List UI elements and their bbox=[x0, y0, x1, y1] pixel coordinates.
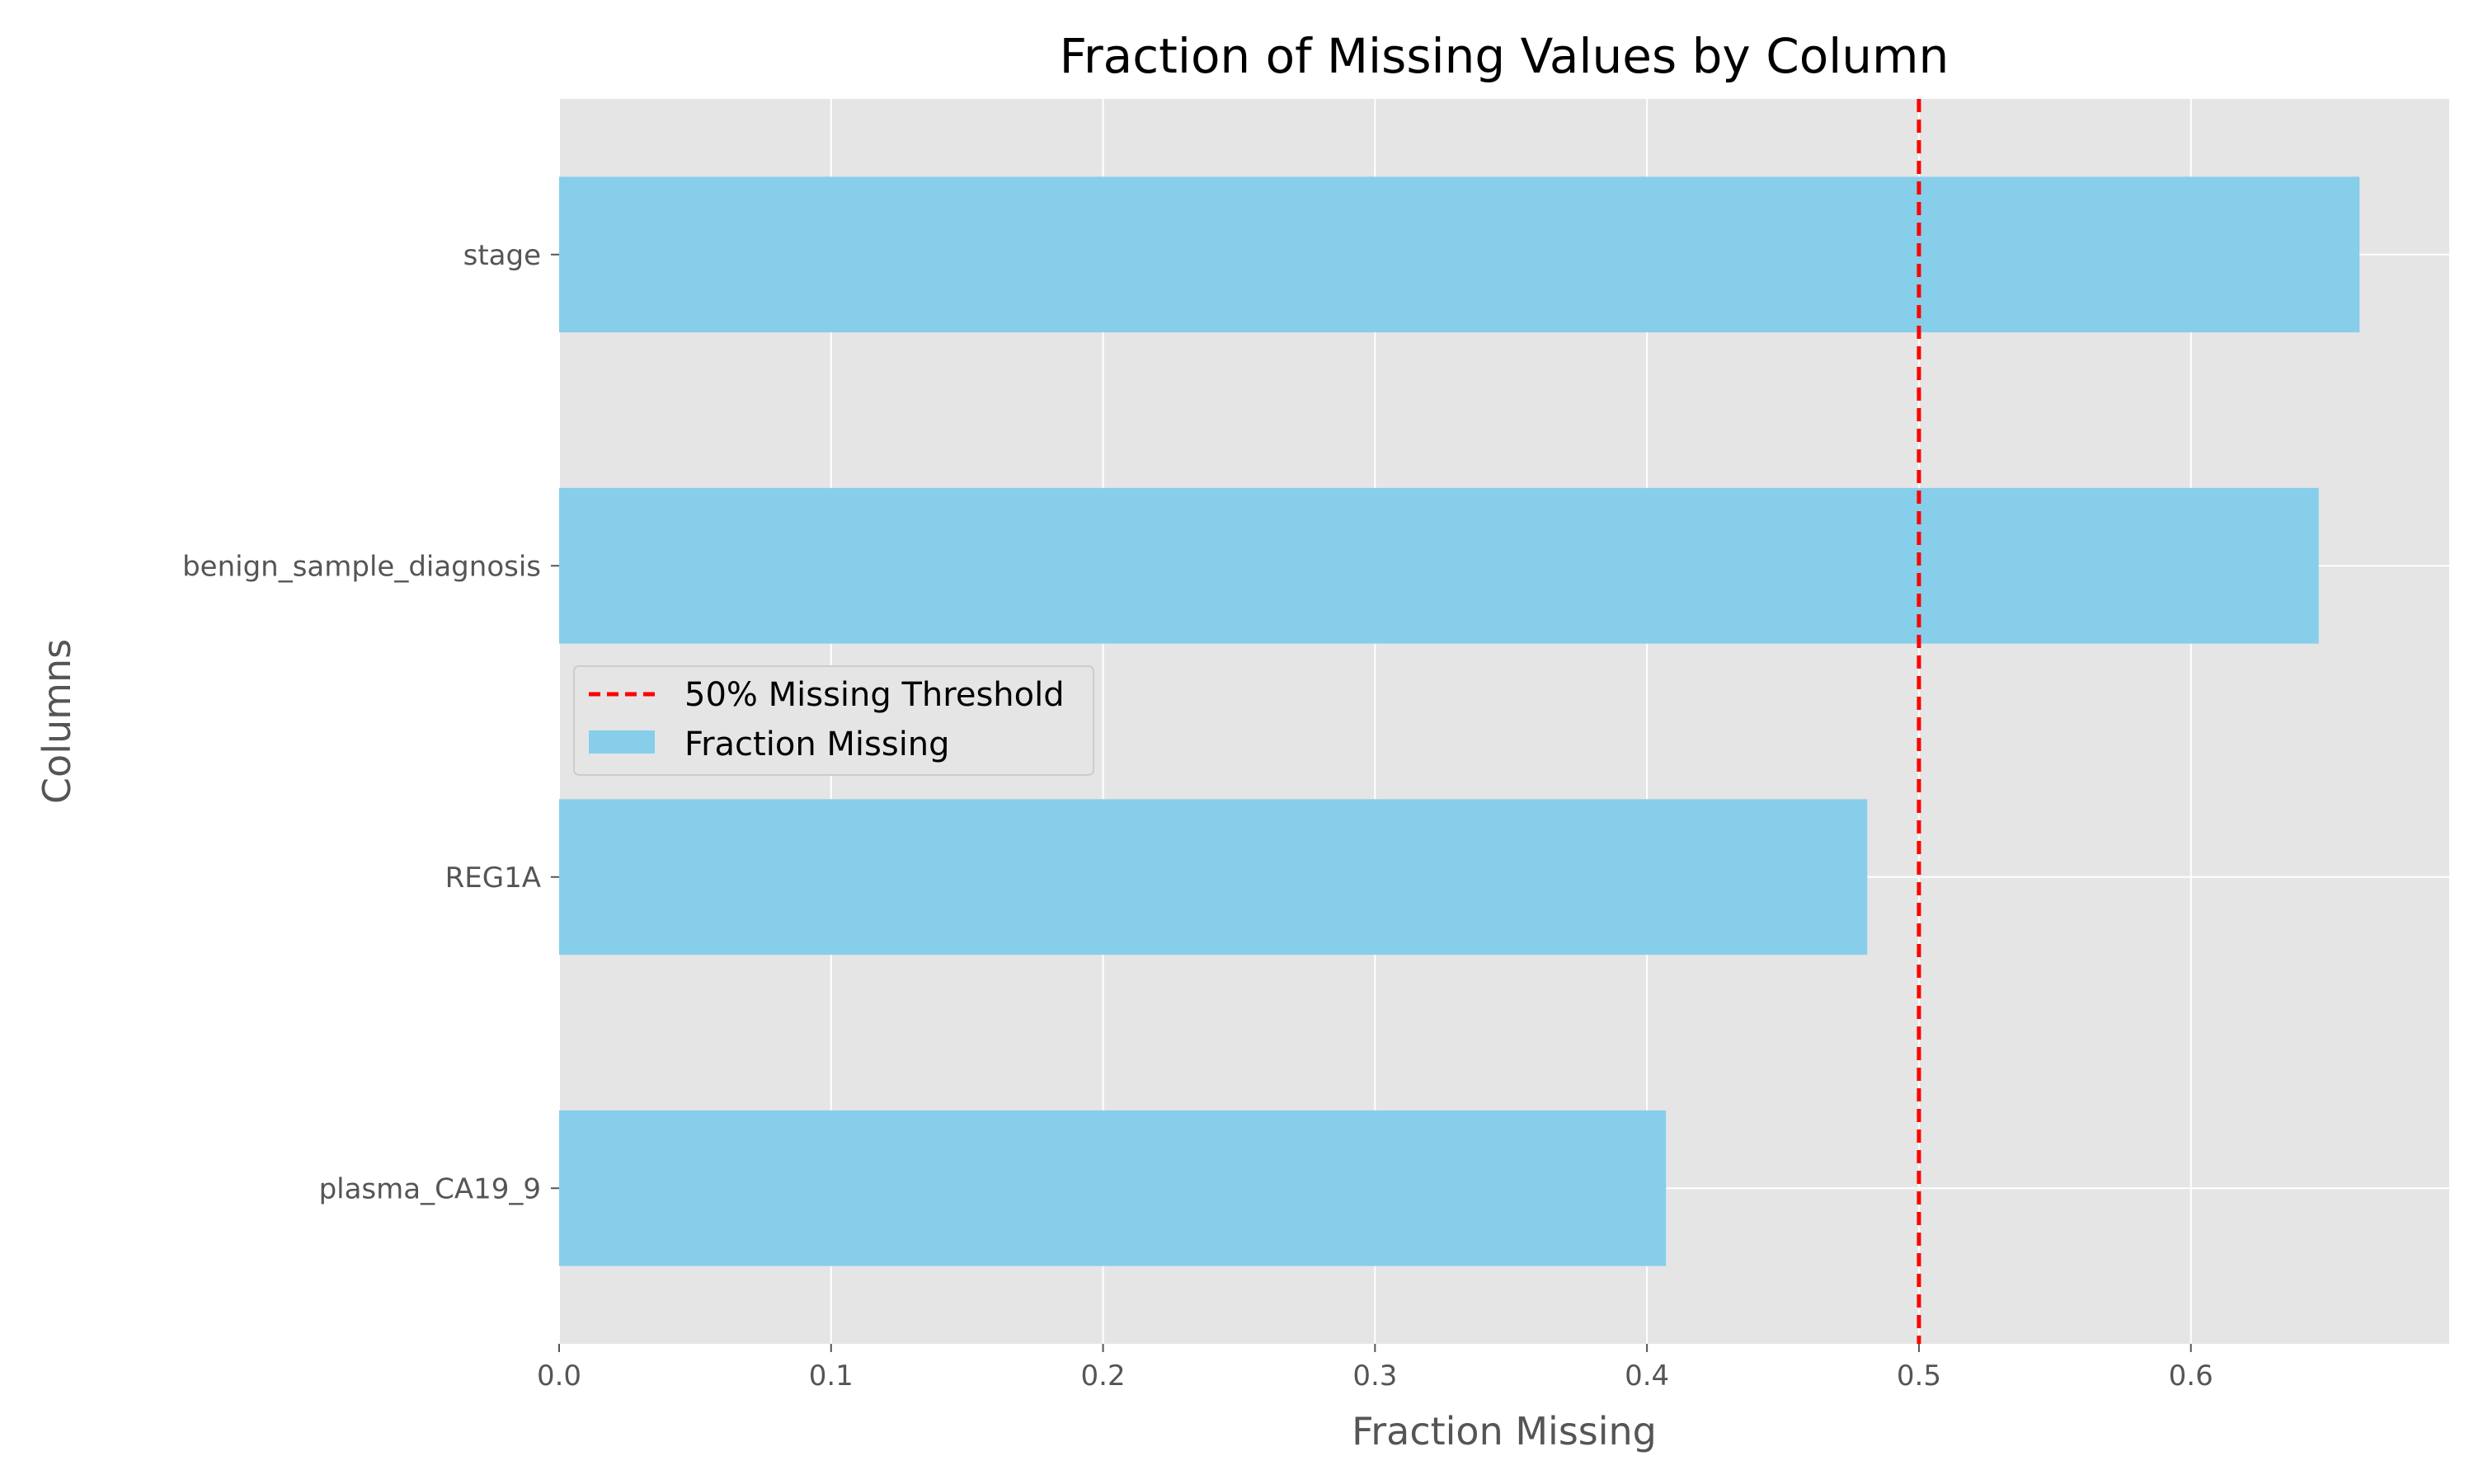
bar-stage bbox=[559, 176, 2360, 333]
y-tick-label: benign_sample_diagnosis bbox=[182, 550, 541, 583]
legend-box bbox=[573, 665, 1094, 776]
x-tick-label: 0.5 bbox=[1897, 1360, 1941, 1392]
x-tick-label: 0.2 bbox=[1081, 1360, 1126, 1392]
y-tick-label: REG1A bbox=[445, 862, 541, 895]
x-tick-label: 0.3 bbox=[1352, 1360, 1397, 1392]
bar-plasma_CA19_9 bbox=[559, 1110, 1667, 1266]
y-tick-label: stage bbox=[463, 239, 541, 272]
x-tick-label: 0.6 bbox=[2169, 1360, 2213, 1392]
bar-benign_sample_diagnosis bbox=[559, 487, 2319, 644]
legend: 50% Missing Threshold Fraction Missing bbox=[573, 665, 1094, 776]
chart-title: Fraction of Missing Values by Column bbox=[1060, 28, 1950, 84]
legend-threshold-label: 50% Missing Threshold bbox=[684, 676, 1065, 714]
y-tick-label: plasma_CA19_9 bbox=[319, 1172, 541, 1205]
x-axis-label: Fraction Missing bbox=[1352, 1409, 1657, 1453]
x-tick-label: 0.4 bbox=[1625, 1360, 1669, 1392]
x-tick-label: 0.0 bbox=[537, 1360, 581, 1392]
bar-REG1A bbox=[559, 799, 1868, 956]
x-tick-label: 0.1 bbox=[809, 1360, 854, 1392]
axes: 0.0 0.1 0.2 0.3 0.4 0.5 0.6 stage benign_sample_… bbox=[182, 239, 2213, 1392]
legend-bar-swatch bbox=[589, 730, 655, 754]
legend-bar-label: Fraction Missing bbox=[684, 726, 950, 763]
y-axis-label: Columns bbox=[35, 639, 79, 804]
bars bbox=[559, 176, 2360, 1266]
